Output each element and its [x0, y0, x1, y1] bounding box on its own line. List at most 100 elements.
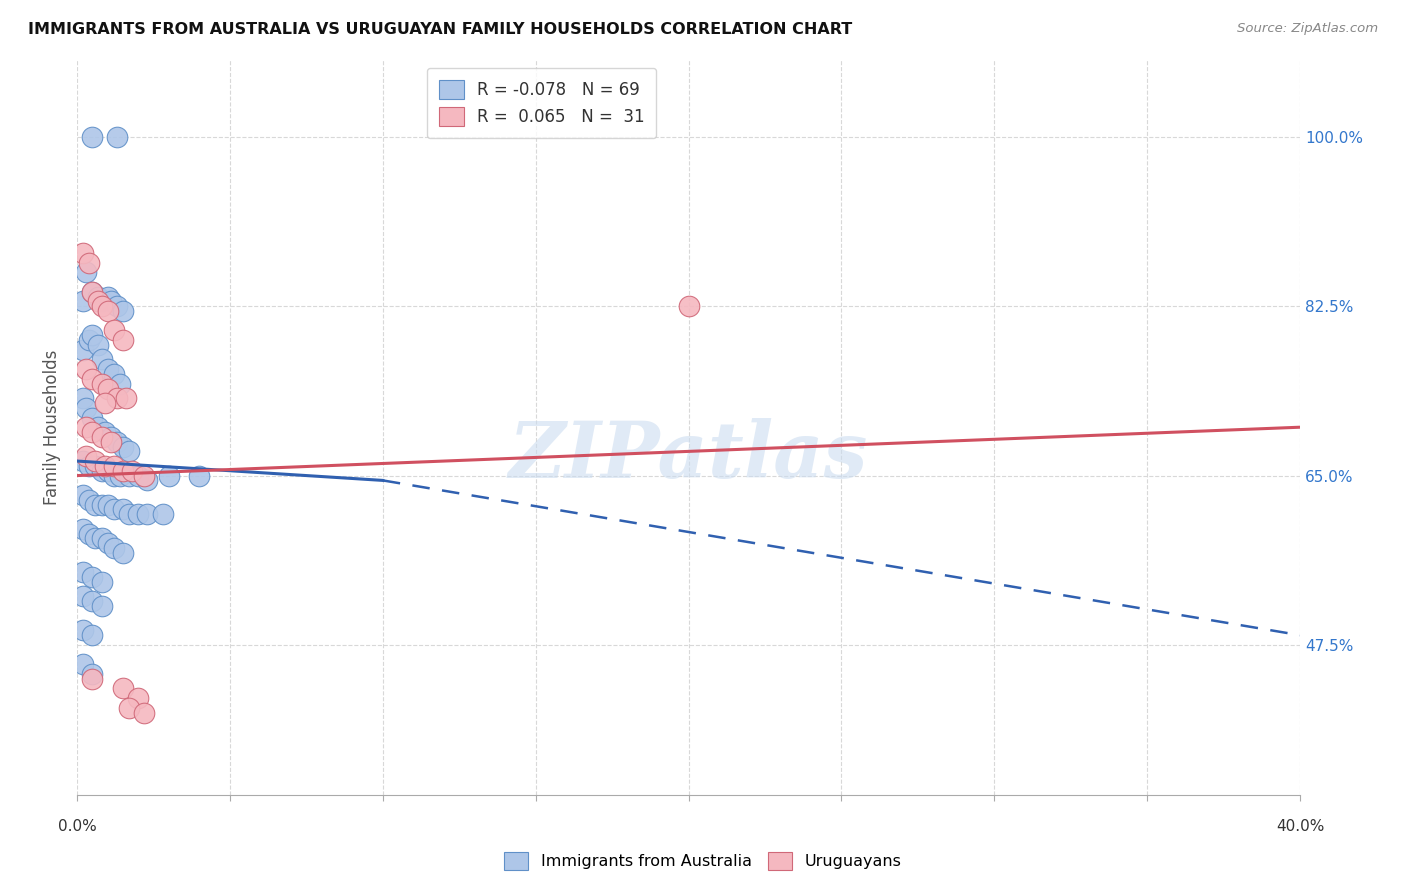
Point	[118, 468, 141, 483]
Point	[111, 546, 134, 560]
Point	[97, 382, 120, 396]
Point	[82, 410, 104, 425]
Point	[97, 290, 120, 304]
Point	[90, 294, 112, 309]
Point	[90, 574, 112, 589]
Point	[90, 498, 112, 512]
Point	[72, 522, 94, 536]
Point	[157, 468, 180, 483]
Point	[72, 590, 94, 604]
Text: 40.0%: 40.0%	[1275, 819, 1324, 834]
Point	[82, 594, 104, 608]
Point	[72, 454, 94, 468]
Point	[100, 294, 122, 309]
Text: IMMIGRANTS FROM AUSTRALIA VS URUGUAYAN FAMILY HOUSEHOLDS CORRELATION CHART: IMMIGRANTS FROM AUSTRALIA VS URUGUAYAN F…	[28, 22, 852, 37]
Point	[127, 508, 149, 522]
Point	[90, 532, 112, 546]
Point	[82, 672, 104, 686]
Point	[188, 468, 211, 483]
Point	[105, 130, 128, 145]
Point	[84, 498, 107, 512]
Point	[678, 299, 700, 313]
Point	[72, 624, 94, 638]
Point	[72, 566, 94, 580]
Point	[82, 285, 104, 299]
Point	[84, 454, 107, 468]
Point	[75, 420, 97, 434]
Point	[100, 434, 122, 449]
Point	[87, 294, 110, 309]
Point	[127, 468, 149, 483]
Point	[90, 430, 112, 444]
Point	[75, 265, 97, 279]
Point	[82, 570, 104, 584]
Point	[105, 434, 128, 449]
Point	[103, 323, 125, 337]
Point	[152, 508, 174, 522]
Point	[82, 425, 104, 439]
Point	[75, 401, 97, 415]
Point	[87, 290, 110, 304]
Point	[84, 532, 107, 546]
Point	[103, 502, 125, 516]
Text: 0.0%: 0.0%	[58, 819, 97, 834]
Point	[72, 343, 94, 357]
Point	[136, 508, 159, 522]
Point	[82, 628, 104, 642]
Point	[134, 706, 156, 720]
Point	[82, 130, 104, 145]
Point	[75, 449, 97, 463]
Point	[105, 391, 128, 405]
Point	[90, 299, 112, 313]
Point	[111, 502, 134, 516]
Point	[87, 420, 110, 434]
Point	[111, 440, 134, 454]
Point	[97, 362, 120, 376]
Point	[115, 391, 138, 405]
Point	[90, 352, 112, 367]
Point	[75, 362, 97, 376]
Point	[105, 299, 128, 313]
Point	[79, 458, 101, 473]
Point	[82, 328, 104, 343]
Point	[84, 458, 107, 473]
Point	[127, 691, 149, 706]
Point	[79, 526, 101, 541]
Point	[97, 304, 120, 318]
Point	[103, 468, 125, 483]
Point	[79, 492, 101, 507]
Point	[121, 464, 143, 478]
Point	[90, 376, 112, 391]
Point	[97, 536, 120, 550]
Point	[111, 304, 134, 318]
Legend: Immigrants from Australia, Uruguayans: Immigrants from Australia, Uruguayans	[495, 842, 911, 880]
Text: ZIPatlas: ZIPatlas	[509, 418, 869, 495]
Text: Source: ZipAtlas.com: Source: ZipAtlas.com	[1237, 22, 1378, 36]
Y-axis label: Family Households: Family Households	[44, 350, 60, 505]
Point	[93, 396, 115, 410]
Legend: R = -0.078   N = 69, R =  0.065   N =  31: R = -0.078 N = 69, R = 0.065 N = 31	[427, 68, 657, 138]
Point	[111, 333, 134, 347]
Point	[90, 599, 112, 614]
Point	[111, 464, 134, 478]
Point	[82, 666, 104, 681]
Point	[72, 246, 94, 260]
Point	[72, 657, 94, 672]
Point	[108, 376, 131, 391]
Point	[90, 464, 112, 478]
Point	[82, 285, 104, 299]
Point	[103, 541, 125, 555]
Point	[103, 367, 125, 381]
Point	[72, 294, 94, 309]
Point	[72, 391, 94, 405]
Point	[100, 430, 122, 444]
Point	[87, 338, 110, 352]
Point	[79, 333, 101, 347]
Point	[79, 256, 101, 270]
Point	[134, 468, 156, 483]
Point	[97, 498, 120, 512]
Point	[136, 474, 159, 488]
Point	[72, 488, 94, 502]
Point	[118, 444, 141, 458]
Point	[118, 508, 141, 522]
